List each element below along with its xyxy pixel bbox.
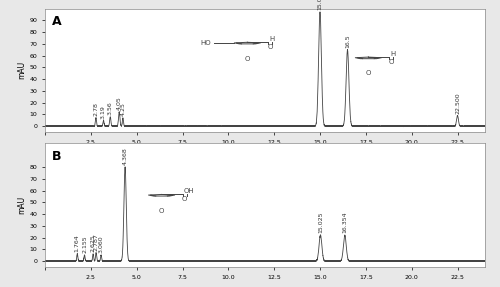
- Text: 3.060: 3.060: [98, 236, 103, 253]
- Text: HO: HO: [201, 40, 211, 46]
- Text: O: O: [182, 196, 188, 202]
- Text: 1.764: 1.764: [75, 234, 80, 252]
- Text: OH: OH: [184, 188, 194, 194]
- Y-axis label: mAU: mAU: [18, 61, 26, 79]
- Text: H: H: [270, 36, 274, 42]
- Text: B: B: [52, 150, 61, 163]
- Text: 3.56: 3.56: [108, 101, 113, 115]
- Text: 22.500: 22.500: [455, 92, 460, 114]
- Text: 4.368: 4.368: [122, 148, 128, 165]
- Text: 16.354: 16.354: [342, 212, 347, 233]
- Text: O: O: [366, 70, 371, 76]
- Y-axis label: mAU: mAU: [18, 196, 26, 214]
- Text: O: O: [388, 59, 394, 65]
- Text: 15.025: 15.025: [318, 212, 323, 233]
- Text: 15.004: 15.004: [318, 0, 322, 10]
- Text: H: H: [390, 51, 396, 57]
- Text: 4.05: 4.05: [116, 96, 121, 110]
- Text: 2.78: 2.78: [94, 102, 98, 116]
- Text: 2.625: 2.625: [90, 234, 96, 252]
- Text: O: O: [268, 44, 272, 50]
- Text: 16.5: 16.5: [345, 34, 350, 48]
- Text: A: A: [52, 15, 61, 28]
- Text: 4.25: 4.25: [120, 102, 126, 116]
- Text: 2.787: 2.787: [94, 233, 98, 251]
- Text: O: O: [244, 56, 250, 62]
- Text: 2.155: 2.155: [82, 236, 87, 253]
- Text: 3.19: 3.19: [101, 105, 106, 119]
- Text: O: O: [159, 208, 164, 214]
